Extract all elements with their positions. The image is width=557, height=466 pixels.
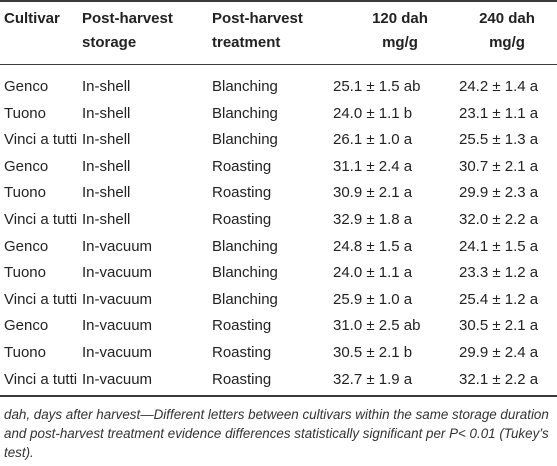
table-row: Tuono In-vacuum Blanching 24.0 ± 1.1 a 23.3 …: [0, 260, 557, 287]
cell-cultivar: Genco: [4, 78, 49, 95]
table-row: Genco In-shell Blanching 25.1 ± 1.5 ab 24.2 …: [0, 74, 557, 101]
table-row: Tuono In-vacuum Roasting 30.5 ± 2.1 b 29.9 ±…: [0, 340, 557, 367]
cell-treatment: Roasting: [212, 344, 272, 361]
header-cultivar-label: Cultivar: [4, 10, 60, 27]
table-row: Genco In-shell Roasting 31.1 ± 2.4 a 30.7 ± …: [0, 154, 557, 181]
cell-240dah: 32.1 ± 2.2 a: [459, 370, 539, 388]
cell-cultivar: Tuono: [4, 104, 46, 122]
cell-storage: In-shell: [82, 78, 131, 95]
cell-treatment: Blanching: [212, 78, 278, 95]
cell-treatment: Roasting: [212, 211, 272, 228]
header-120dah-line2: mg/g: [382, 34, 418, 51]
cell-storage: In-vacuum: [82, 317, 153, 335]
table-row: Tuono In-shell Roasting 30.9 ± 2.1 a 29.9 ± …: [0, 180, 557, 207]
cell-treatment: Blanching: [212, 131, 278, 149]
cell-cultivar: Tuono: [4, 264, 46, 282]
header-storage-line2: storage: [82, 34, 137, 51]
cell-120dah: 24.8 ± 1.5 a: [333, 237, 413, 255]
cell-120dah: 30.5 ± 2.1 b: [333, 344, 413, 361]
cell-cultivar: Tuono: [4, 184, 46, 202]
table-row: Tuono In-shell Blanching 24.0 ± 1.1 b 23.1 ±…: [0, 101, 557, 128]
table-row: Vinci a tutti In-shell Roasting 32.9 ± 1.8 …: [0, 207, 557, 234]
cell-240dah: 23.3 ± 1.2 a: [459, 264, 539, 282]
header-treatment: Post-harvest treatment: [212, 7, 303, 55]
cell-storage: In-vacuum: [82, 370, 153, 388]
table-row: Vinci a tutti In-shell Blanching 26.1 ± 1.0…: [0, 127, 557, 154]
cell-storage: In-shell: [82, 104, 131, 122]
cell-storage: In-vacuum: [82, 344, 153, 361]
cell-240dah: 30.5 ± 2.1 a: [459, 317, 539, 335]
cell-240dah: 30.7 ± 2.1 a: [459, 157, 539, 175]
cell-treatment: Blanching: [212, 104, 278, 122]
cell-120dah: 32.9 ± 1.8 a: [333, 211, 413, 228]
table-row: Vinci a tutti In-vacuum Roasting 32.7 ± 1.9…: [0, 367, 557, 394]
cell-storage: In-shell: [82, 157, 131, 175]
header-240dah: 240 dah mg/g: [457, 7, 557, 55]
cell-120dah: 32.7 ± 1.9 a: [333, 370, 413, 388]
cell-treatment: Roasting: [212, 317, 272, 335]
cell-cultivar: Vinci a tutti: [4, 290, 78, 308]
cell-storage: In-vacuum: [82, 290, 153, 308]
cell-treatment: Blanching: [212, 290, 278, 308]
cell-storage: In-shell: [82, 131, 131, 149]
header-240dah-line1: 240 dah: [479, 10, 535, 27]
cell-240dah: 29.9 ± 2.4 a: [459, 344, 539, 361]
cell-120dah: 24.0 ± 1.1 b: [333, 104, 413, 122]
header-rule: [0, 64, 557, 65]
cell-cultivar: Genco: [4, 317, 49, 335]
cell-treatment: Roasting: [212, 184, 272, 202]
cell-cultivar: Genco: [4, 157, 49, 175]
cell-storage: In-vacuum: [82, 237, 153, 255]
table-footnote: dah, days after harvest—Different letter…: [4, 407, 549, 460]
cell-cultivar: Vinci a tutti: [4, 370, 78, 388]
cell-240dah: 24.1 ± 1.5 a: [459, 237, 539, 255]
cell-cultivar: Vinci a tutti: [4, 211, 78, 228]
header-120dah-line1: 120 dah: [372, 10, 428, 27]
cell-120dah: 31.0 ± 2.5 ab: [333, 317, 421, 335]
cell-treatment: Blanching: [212, 237, 278, 255]
header-treatment-line2: treatment: [212, 34, 281, 51]
cell-120dah: 26.1 ± 1.0 a: [333, 131, 413, 149]
cell-storage: In-shell: [82, 211, 131, 228]
cell-120dah: 25.1 ± 1.5 ab: [333, 78, 421, 95]
cell-storage: In-vacuum: [82, 264, 153, 282]
cell-storage: In-shell: [82, 184, 131, 202]
table-bottom-rule: [0, 395, 557, 397]
cell-cultivar: Vinci a tutti: [4, 131, 78, 149]
cell-240dah: 25.4 ± 1.2 a: [459, 290, 539, 308]
cell-240dah: 32.0 ± 2.2 a: [459, 211, 539, 228]
header-treatment-line1: Post-harvest: [212, 10, 303, 27]
cell-240dah: 24.2 ± 1.4 a: [459, 78, 539, 95]
cell-240dah: 29.9 ± 2.3 a: [459, 184, 539, 202]
header-storage: Post-harvest storage: [82, 7, 173, 55]
cell-treatment: Roasting: [212, 370, 272, 388]
cell-120dah: 30.9 ± 2.1 a: [333, 184, 413, 202]
header-240dah-line2: mg/g: [489, 34, 525, 51]
header-cultivar: Cultivar: [4, 7, 60, 31]
header-storage-line1: Post-harvest: [82, 10, 173, 27]
cell-treatment: Blanching: [212, 264, 278, 282]
cell-120dah: 24.0 ± 1.1 a: [333, 264, 413, 282]
cell-120dah: 31.1 ± 2.4 a: [333, 157, 413, 175]
table-row: Genco In-vacuum Roasting 31.0 ± 2.5 ab 30.5 …: [0, 313, 557, 340]
cell-treatment: Roasting: [212, 157, 272, 175]
cell-cultivar: Genco: [4, 237, 49, 255]
cell-120dah: 25.9 ± 1.0 a: [333, 290, 413, 308]
table-row: Genco In-vacuum Blanching 24.8 ± 1.5 a 24.1 …: [0, 234, 557, 261]
cell-240dah: 25.5 ± 1.3 a: [459, 131, 539, 149]
cell-240dah: 23.1 ± 1.1 a: [459, 104, 539, 122]
table-row: Vinci a tutti In-vacuum Blanching 25.9 ± 1.…: [0, 287, 557, 314]
table-top-rule: [0, 0, 557, 2]
cell-cultivar: Tuono: [4, 344, 46, 361]
header-120dah: 120 dah mg/g: [340, 7, 460, 55]
